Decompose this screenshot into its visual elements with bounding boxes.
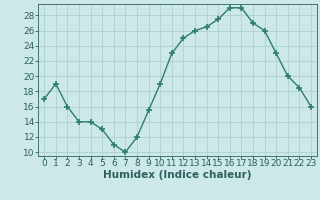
X-axis label: Humidex (Indice chaleur): Humidex (Indice chaleur) bbox=[103, 170, 252, 180]
